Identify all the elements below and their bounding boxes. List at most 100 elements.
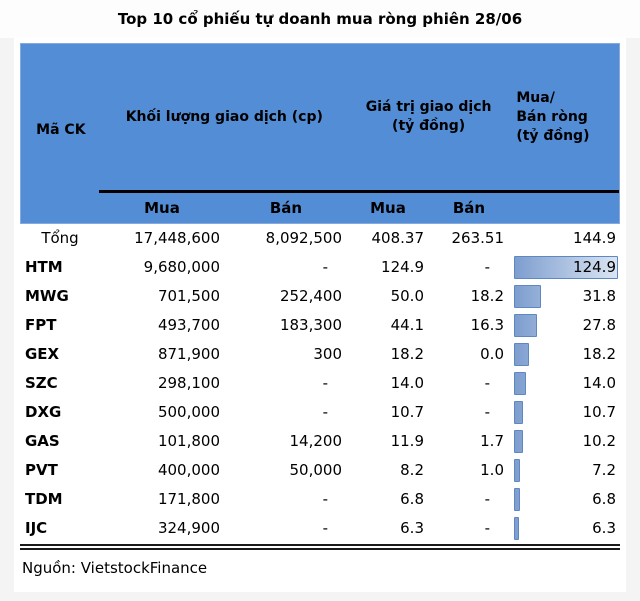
cell-volume-buy: 500,000 [157, 403, 220, 421]
cell-value-buy: 6.3 [400, 519, 424, 537]
cell-net-value: 6.3 [592, 519, 616, 537]
cell-value-buy: 10.7 [390, 403, 424, 421]
cell-net: 7.2 [510, 456, 620, 485]
cell-value-buy: 14.0 [390, 374, 424, 392]
cell-volume-sell: 14,200 [289, 432, 343, 450]
net-data-bar [514, 372, 526, 395]
header-group-row: Mã CK Khối lượng giao dịch (cp) Giá trị … [21, 44, 619, 190]
cell-net: 124.9 [510, 253, 620, 282]
cell-volume-buy: 871,900 [157, 345, 220, 363]
table-row: FPT 493,700 183,300 44.1 16.3 27.8 [20, 311, 620, 340]
cell-value-buy: 11.9 [390, 432, 424, 450]
net-data-bar [514, 430, 523, 453]
table-row: GEX 871,900 300 18.2 0.0 18.2 [20, 340, 620, 369]
cell-value-buy: 6.8 [400, 490, 424, 508]
cell-volume-sell: 300 [313, 345, 342, 363]
subheader-value-buy: Mua [370, 199, 406, 217]
net-data-bar-track [514, 285, 618, 308]
cell-volume-buy: 324,900 [157, 519, 220, 537]
net-data-bar [514, 314, 538, 337]
header-sub-spacer [21, 190, 99, 223]
header-sub-line: Mua Bán Mua Bán [99, 190, 619, 223]
page-title: Top 10 cổ phiếu tự doanh mua ròng phiên … [0, 0, 640, 38]
net-data-bar-track [514, 517, 618, 540]
cell-value-buy: 408.37 [371, 229, 425, 247]
cell-stock-code: SZC [25, 374, 58, 392]
cell-volume-sell: - [322, 374, 328, 392]
subheader-value-sell: Bán [452, 199, 486, 217]
cell-net-value: 124.9 [573, 258, 616, 276]
cell-value-buy: 44.1 [390, 316, 424, 334]
table-header: Mã CK Khối lượng giao dịch (cp) Giá trị … [20, 43, 620, 224]
cell-volume-buy: 101,800 [157, 432, 220, 450]
cell-value-sell: 0.0 [480, 345, 504, 363]
table-source: Nguồn: VietstockFinance [20, 544, 620, 589]
net-data-bar-track [514, 401, 618, 424]
cell-stock-code: Tổng [41, 229, 79, 247]
net-data-bar-track [514, 256, 618, 279]
cell-net-value: 18.2 [582, 345, 616, 363]
table-card: Mã CK Khối lượng giao dịch (cp) Giá trị … [14, 38, 626, 592]
cell-net: 144.9 [510, 224, 620, 253]
cell-volume-sell: - [322, 403, 328, 421]
header-khoi-luong: Khối lượng giao dịch (cp) [125, 108, 323, 125]
cell-value-sell: 1.0 [480, 461, 504, 479]
table-row: IJC 324,900 - 6.3 - 6.3 [20, 514, 620, 543]
cell-stock-code: GAS [25, 432, 60, 450]
table-row: Tổng 17,448,600 8,092,500 408.37 263.51 … [20, 224, 620, 253]
cell-stock-code: MWG [25, 287, 69, 305]
cell-value-sell: - [484, 258, 490, 276]
cell-volume-sell: 8,092,500 [265, 229, 342, 247]
cell-volume-buy: 400,000 [157, 461, 220, 479]
net-data-bar-track [514, 488, 618, 511]
cell-stock-code: GEX [25, 345, 60, 363]
cell-volume-buy: 171,800 [157, 490, 220, 508]
cell-value-sell: 16.3 [470, 316, 504, 334]
cell-net: 27.8 [510, 311, 620, 340]
cell-volume-sell: 183,300 [279, 316, 342, 334]
cell-value-buy: 8.2 [400, 461, 424, 479]
net-data-bar-track [514, 459, 618, 482]
cell-value-sell: - [484, 374, 490, 392]
header-ma-ck: Mã CK [36, 121, 86, 138]
table-image-area: Mã CK Khối lượng giao dịch (cp) Giá trị … [0, 38, 640, 601]
cell-volume-buy: 9,680,000 [143, 258, 220, 276]
cell-stock-code: HTM [25, 258, 63, 276]
net-data-bar-track [514, 314, 618, 337]
cell-net: 18.2 [510, 340, 620, 369]
cell-net: 10.2 [510, 427, 620, 456]
table-row: HTM 9,680,000 - 124.9 - 124.9 [20, 253, 620, 282]
cell-net-value: 31.8 [582, 287, 616, 305]
cell-net-value: 27.8 [582, 316, 616, 334]
cell-net: 6.8 [510, 485, 620, 514]
cell-volume-buy: 298,100 [157, 374, 220, 392]
cell-net: 31.8 [510, 282, 620, 311]
net-data-bar [514, 256, 618, 279]
cell-net: 6.3 [510, 514, 620, 543]
net-data-bar [514, 517, 520, 540]
cell-value-sell: - [484, 490, 490, 508]
net-data-bar [514, 285, 541, 308]
cell-value-sell: - [484, 519, 490, 537]
table-row: DXG 500,000 - 10.7 - 10.7 [20, 398, 620, 427]
cell-volume-buy: 701,500 [157, 287, 220, 305]
header-gia-tri-label: Giá trị giao dịch (tỷ đồng) [365, 99, 492, 134]
cell-stock-code: PVT [25, 461, 58, 479]
subheader-volume-sell: Bán [269, 199, 303, 217]
cell-volume-sell: - [322, 519, 328, 537]
table-row: SZC 298,100 - 14.0 - 14.0 [20, 369, 620, 398]
net-data-bar-track [514, 343, 618, 366]
subheader-volume-buy: Mua [144, 199, 180, 217]
cell-value-buy: 50.0 [390, 287, 424, 305]
cell-stock-code: FPT [25, 316, 57, 334]
cell-net-value: 10.2 [582, 432, 616, 450]
cell-stock-code: DXG [25, 403, 62, 421]
net-data-bar [514, 488, 520, 511]
cell-stock-code: TDM [25, 490, 63, 508]
header-net-line2: Bán ròng [516, 108, 588, 125]
header-gia-tri: Giá trị giao dịch (tỷ đồng) [348, 98, 509, 136]
cell-value-sell: 18.2 [470, 287, 504, 305]
cell-net-value: 6.8 [592, 490, 616, 508]
net-data-bar-track [514, 430, 618, 453]
cell-value-buy: 124.9 [381, 258, 424, 276]
